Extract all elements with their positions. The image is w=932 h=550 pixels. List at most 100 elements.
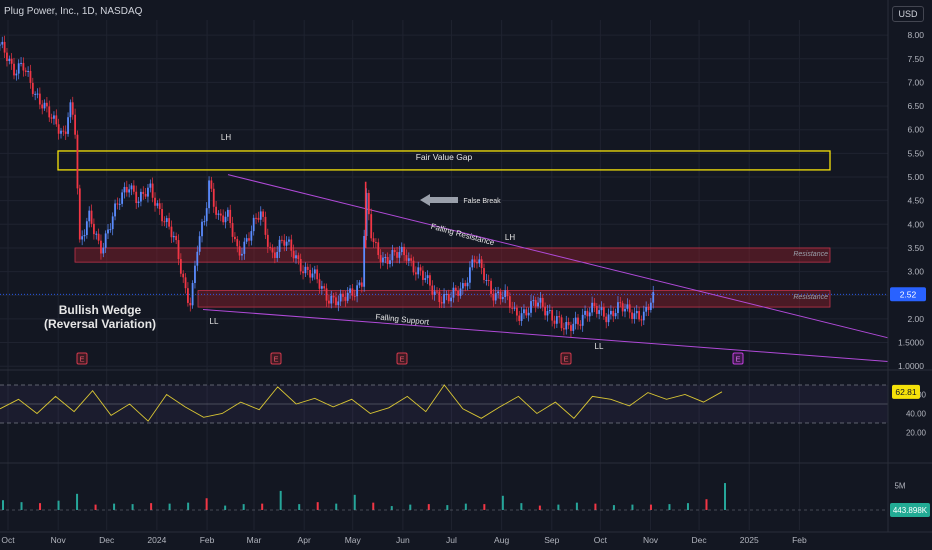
time-tick-label: Nov — [643, 535, 659, 545]
candle-body — [518, 315, 521, 321]
candle-body — [264, 216, 267, 235]
currency-button[interactable]: USD — [892, 6, 924, 22]
volume-bar — [316, 502, 319, 510]
candle-body — [273, 252, 276, 258]
candle-body — [102, 247, 105, 254]
candle-body — [283, 240, 286, 246]
time-tick-label: Sep — [544, 535, 559, 545]
zones — [0, 150, 888, 308]
candle-body — [234, 236, 236, 240]
candle-body — [393, 250, 396, 253]
candle-body — [194, 265, 196, 284]
volume-bar — [298, 504, 301, 510]
candle-body — [396, 252, 398, 258]
time-tick-label: May — [345, 535, 362, 545]
candle-body — [292, 250, 295, 259]
candle-body — [541, 297, 544, 307]
candle-body — [90, 210, 93, 224]
candle-body — [62, 130, 65, 132]
volume-bar — [520, 503, 523, 510]
rsi-tick-label: 40.00 — [906, 410, 927, 419]
volume-bar — [353, 494, 356, 510]
candle-body — [367, 192, 370, 215]
candle-body — [71, 102, 74, 115]
label-bullish-wedge: Bullish Wedge — [59, 303, 142, 317]
candle-body — [97, 233, 100, 241]
candle-body — [490, 280, 492, 294]
volume-bar — [668, 504, 671, 510]
candle-body — [168, 218, 171, 227]
candle-body — [372, 238, 375, 243]
candle-body — [511, 307, 514, 309]
earnings-marker — [560, 352, 572, 365]
candle-body — [57, 124, 60, 134]
candle-body — [196, 251, 199, 266]
candle-body — [530, 301, 532, 313]
candle-body — [114, 203, 116, 217]
candle-body — [269, 246, 272, 248]
candle-body — [205, 208, 208, 222]
time-tick-label: 2024 — [147, 535, 166, 545]
candle-body — [210, 180, 213, 189]
candle-body — [29, 70, 32, 83]
candle-body — [46, 102, 48, 107]
label-fair-value-gap: Fair Value Gap — [416, 152, 473, 162]
candle-body — [419, 267, 422, 271]
label-resistance-lower: Resistance — [793, 294, 828, 301]
candle-body — [579, 324, 582, 326]
candle-body — [130, 185, 133, 190]
candle-body — [638, 311, 641, 320]
price-tick-label: 7.50 — [907, 54, 924, 64]
candle-body — [215, 206, 218, 215]
candle-body — [605, 316, 608, 323]
candle-body — [0, 44, 1, 46]
volume-bar — [113, 503, 116, 510]
candle-body — [466, 282, 469, 287]
candle-body — [170, 226, 173, 238]
candle-body — [436, 291, 438, 293]
time-tick-label: Nov — [51, 535, 67, 545]
volume-bar — [612, 505, 615, 510]
volume-bar — [575, 502, 578, 510]
candle-body — [306, 266, 309, 270]
candle-body — [245, 238, 248, 242]
candle-body — [154, 197, 156, 206]
candle-body — [290, 239, 293, 251]
candle-body — [581, 314, 584, 326]
candle-body — [384, 257, 387, 259]
candle-body — [391, 250, 394, 261]
earnings-marker-label: E — [399, 355, 404, 364]
candle-body — [219, 213, 222, 216]
candle-body — [125, 186, 128, 193]
candle-body — [469, 267, 471, 283]
falling-resistance-line — [227, 174, 889, 339]
candle-body — [534, 300, 537, 307]
candle-body — [560, 317, 563, 329]
candle-body — [422, 270, 424, 280]
candle-body — [619, 302, 622, 304]
candle-body — [24, 70, 27, 72]
candle-body — [459, 288, 462, 296]
candle-body — [135, 191, 138, 204]
candle-body — [539, 297, 542, 303]
candle-body — [1, 41, 4, 45]
candle-body — [6, 52, 8, 62]
candle-body — [513, 307, 516, 309]
candle-body — [600, 307, 603, 311]
candle-body — [189, 302, 192, 306]
price-tick-label: 3.50 — [907, 243, 924, 253]
volume-bar — [649, 504, 652, 510]
candle-body — [574, 317, 577, 324]
candle-body — [69, 102, 72, 118]
candle-body — [621, 303, 624, 312]
candle-body — [342, 293, 344, 297]
candle-body — [624, 308, 626, 312]
falling-support-line — [202, 308, 889, 362]
price-tick-label: 5.00 — [907, 172, 924, 182]
time-tick-label: 2025 — [740, 535, 759, 545]
resistance-zone-lower — [197, 290, 831, 308]
candle-body — [548, 310, 551, 312]
price-tick-label: 3.00 — [907, 267, 924, 277]
candle-body — [485, 279, 488, 281]
candle-body — [74, 114, 77, 135]
